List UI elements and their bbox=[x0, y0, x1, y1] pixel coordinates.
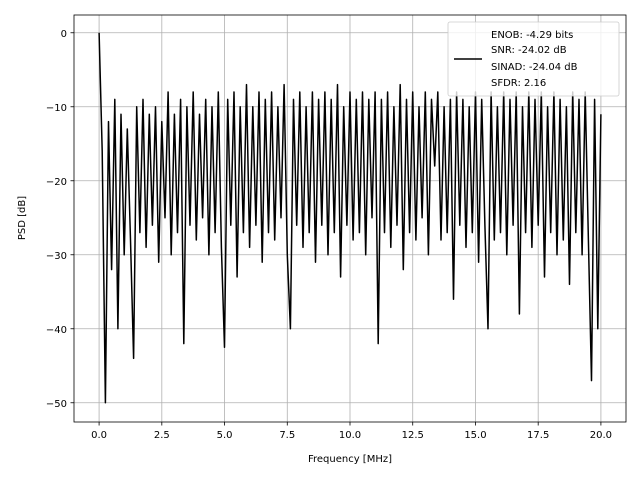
y-tick-label: −50 bbox=[46, 399, 67, 410]
legend-enob: ENOB: -4.29 bits bbox=[491, 30, 573, 41]
x-tick-label: 10.0 bbox=[339, 430, 361, 441]
x-tick-label: 2.5 bbox=[154, 430, 170, 441]
legend-sfdr: SFDR: 2.16 bbox=[491, 78, 546, 89]
legend-sinad: SINAD: -24.04 dB bbox=[491, 62, 578, 73]
legend: ENOB: -4.29 bits SNR: -24.02 dB SINAD: -… bbox=[447, 21, 620, 97]
y-tick-label: −30 bbox=[46, 251, 67, 262]
y-axis-label: PSD [dB] bbox=[17, 196, 28, 240]
psd-series-line bbox=[98, 32, 602, 404]
y-tick-label: −20 bbox=[46, 177, 67, 188]
x-tick-label: 20.0 bbox=[590, 430, 612, 441]
y-tick-label: −40 bbox=[46, 325, 67, 336]
series-lines bbox=[98, 32, 602, 404]
x-tick-label: 5.0 bbox=[217, 430, 233, 441]
legend-snr: SNR: -24.02 dB bbox=[491, 45, 567, 56]
x-axis-label: Frequency [MHz] bbox=[308, 454, 392, 465]
x-tick-label: 15.0 bbox=[464, 430, 486, 441]
legend-box bbox=[447, 21, 620, 97]
x-tick-label: 17.5 bbox=[527, 430, 549, 441]
x-tick-label: 12.5 bbox=[402, 430, 424, 441]
y-tick-label: −10 bbox=[46, 103, 67, 114]
y-tick-label: 0 bbox=[61, 29, 67, 40]
x-tick-label: 0.0 bbox=[91, 430, 107, 441]
x-tick-label: 7.5 bbox=[279, 430, 295, 441]
ticks: 0.0 2.5 5.0 7.5 10.0 12.5 15.0 17.5 20.0 0 −10 −20 −… bbox=[46, 29, 612, 441]
